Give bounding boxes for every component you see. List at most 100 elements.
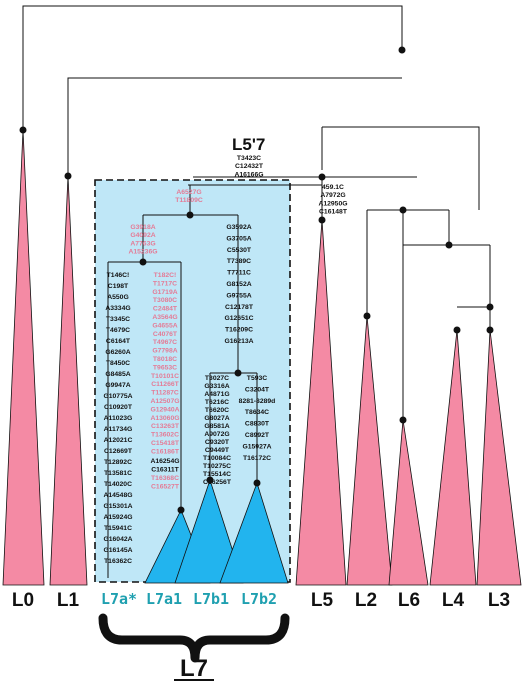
node-dot (186, 211, 194, 219)
mutation-label: T6620C (205, 407, 229, 414)
mutation-label: C198T (108, 283, 129, 290)
node-dot (206, 476, 214, 484)
mutation-label: G4655A (152, 322, 177, 329)
mutation-label: T16172C (243, 455, 271, 462)
mutation-label: G16042A (103, 536, 132, 543)
mutation-label: C10920T (104, 404, 133, 411)
mutation-label: T16362C (104, 558, 132, 565)
node-dot (486, 326, 494, 334)
mutation-label: A11023G (104, 415, 133, 422)
l7-label: L7 (180, 655, 208, 682)
leaf-label-l6: L6 (398, 590, 420, 611)
mutation-label: G12940A (150, 406, 179, 413)
mutation-label: G16213A (224, 338, 253, 345)
node-dot (399, 206, 407, 214)
mutation-label: A15236G (128, 249, 157, 256)
mutation-label: C13263T (151, 423, 180, 430)
node-dot (363, 312, 371, 320)
leaf-label-l7b1: L7b1 (193, 590, 229, 608)
mutation-label: C2484T (153, 306, 178, 313)
mutation-label: C8830T (245, 421, 270, 428)
mutation-label: A550G (107, 294, 129, 301)
clade-l0-triangle (2, 129, 45, 586)
mutation-label: G6260A (105, 349, 130, 356)
mutation-label: T11809C (175, 197, 203, 204)
l57-label: L5'7 (232, 135, 265, 154)
mutation-label: T3423C (237, 155, 261, 162)
mutation-label: C5530T (227, 247, 252, 254)
mutation-label: T12892C (104, 459, 132, 466)
mutation-label: C15418T (151, 440, 180, 447)
leaf-label-l2: L2 (355, 590, 377, 611)
mutation-label: T182C! (154, 272, 177, 279)
node-dot (318, 173, 326, 181)
l7-brace (98, 613, 290, 663)
mutation-label: A15924G (103, 514, 132, 521)
mutation-label: C16186T (151, 448, 180, 455)
node-dot (399, 416, 407, 424)
mutation-label: T4967C (153, 339, 177, 346)
mutation-label: T7711C (227, 270, 251, 277)
mutation-label: G8485A (105, 371, 130, 378)
clade-l5-triangle (295, 219, 347, 586)
mutation-label: T16209C (225, 327, 253, 334)
mutation-label: T15514C (203, 471, 231, 478)
mutations-l7b: G3592A G3705A C5530T T7389C T7711C G8152A G975… (224, 224, 253, 345)
mutation-label: A16166G (234, 171, 263, 178)
leaf-label-l0: L0 (12, 590, 34, 611)
clade-l4-triangle (429, 329, 477, 586)
mutation-label: C11266T (151, 381, 179, 388)
node-dot (253, 479, 261, 487)
mutation-label: T6216C (205, 399, 229, 406)
mutation-label: G15301A (103, 503, 132, 510)
mutation-label: G10775A (103, 393, 132, 400)
clade-l2-triangle (346, 315, 393, 586)
mutation-label: T13602C (151, 432, 179, 439)
clade-l7b2-triangle (219, 481, 289, 584)
node-dot (177, 506, 185, 514)
node-dot (139, 258, 147, 266)
mutation-label: C12432T (235, 163, 264, 170)
mutation-label: T10275C (203, 463, 231, 470)
mutation-label: C16148T (319, 209, 348, 216)
mutation-label: A6527G (176, 189, 201, 196)
node-dot (64, 172, 72, 180)
mutation-label: A3334G (105, 305, 130, 312)
mutation-label: T1717C (153, 280, 177, 287)
mutation-label: G16145A (103, 547, 132, 554)
mutation-label: T7389C (227, 258, 251, 265)
mutation-label: G3705A (226, 235, 251, 242)
mutation-label: A16254G (150, 458, 179, 465)
leaf-label-l5: L5 (311, 590, 334, 611)
mutation-label: A3564G (152, 314, 177, 321)
mutation-label: C8992T (245, 432, 270, 439)
mutations-l7b2: T593C C3204T 8281-8289d T8634C C8830T C8992T G… (239, 375, 276, 462)
mutation-label: A11734G (104, 426, 133, 433)
mutations-l7a-star: T146C! C198T A550G A3334G T3345C T4679C C6164T… (103, 272, 132, 565)
mutation-label: G8027A (204, 415, 229, 422)
leaf-label-l1: L1 (57, 590, 80, 611)
leaf-label-l7a-star: L7a* (101, 590, 137, 608)
mutation-label: A4871G (204, 391, 229, 398)
mutation-label: G9755A (226, 292, 251, 299)
mutation-label: C16256T (203, 479, 232, 486)
mutation-label: C9449T (205, 447, 230, 454)
mutation-label: T593C (247, 375, 267, 382)
mutation-label: G8581A (204, 423, 229, 430)
mutation-label: C3204T (245, 386, 270, 393)
blue-clades (144, 478, 289, 584)
mutation-label: T16368C (151, 475, 179, 482)
node-dots (19, 46, 494, 514)
clade-l6-triangle (388, 419, 429, 586)
mutation-label: G9947A (105, 382, 130, 389)
mutation-label: A14548G (103, 492, 132, 499)
mutation-label: G1719A (152, 289, 177, 296)
mutation-label: C12669T (104, 448, 133, 455)
